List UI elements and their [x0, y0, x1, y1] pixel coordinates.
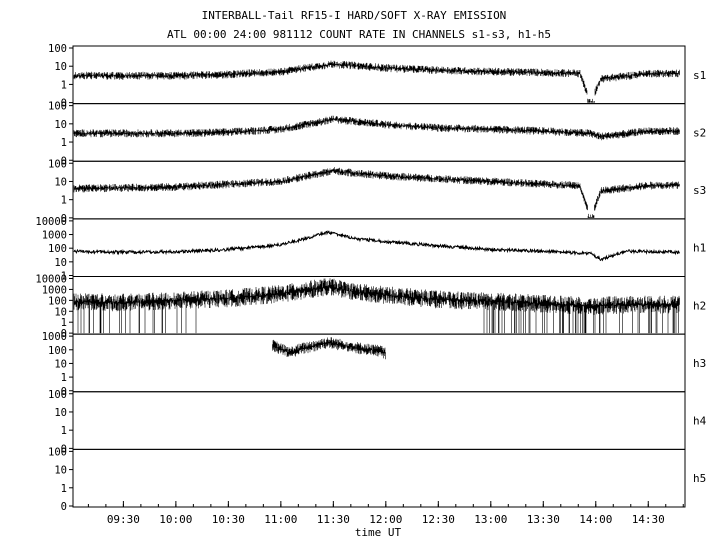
y-tick-label: 0 — [61, 386, 67, 398]
series-line-s3 — [73, 167, 680, 218]
y-tick-label: 1 — [61, 372, 67, 384]
channel-label-s3: s3 — [693, 184, 706, 197]
y-tick-label: 0 — [61, 328, 67, 340]
chart-subtitle: ATL 00:00 24:00 981112 COUNT RATE IN CHA… — [167, 28, 551, 41]
y-tick-label: 1000 — [42, 284, 67, 296]
y-tick-label: 1 — [61, 137, 67, 149]
y-tick-label: 0 — [61, 98, 67, 110]
y-tick-label: 1 — [61, 79, 67, 91]
y-tick-label: 100 — [48, 243, 67, 255]
y-tick-label: 0 — [61, 155, 67, 167]
x-tick-label: 14:00 — [579, 513, 612, 526]
x-tick-label: 10:30 — [212, 513, 245, 526]
series-line-h2 — [73, 278, 680, 334]
channel-label-s2: s2 — [693, 126, 706, 139]
y-tick-label: 0 — [61, 501, 67, 513]
y-tick-label: 0 — [61, 443, 67, 455]
panel-frame-h5 — [72, 448, 686, 508]
x-tick-label: 11:30 — [317, 513, 350, 526]
y-tick-label: 1 — [61, 425, 67, 437]
panel-s3: 0 1 10 100 s3 — [48, 158, 706, 225]
y-tick-label: 100 — [48, 345, 67, 357]
y-tick-label: 1 — [61, 195, 67, 207]
y-tick-label: 0 — [61, 213, 67, 225]
y-tick-label: 1 — [61, 483, 67, 495]
channel-label-h5: h5 — [693, 472, 706, 485]
x-axis-label: time UT — [355, 526, 402, 539]
series-line-h1 — [73, 230, 680, 262]
y-tick-label: 100 — [48, 43, 67, 55]
x-tick-label: 11:00 — [264, 513, 297, 526]
channel-label-h3: h3 — [693, 357, 706, 370]
panel-frame-h1 — [72, 218, 686, 277]
y-tick-label: 100 — [48, 389, 67, 401]
y-tick-label: 10 — [54, 61, 67, 73]
y-tick-label: 10 — [54, 358, 67, 370]
y-tick-label: 100 — [48, 295, 67, 307]
panel-s1: 0 1 10 100 s1 — [48, 43, 706, 110]
y-tick-label: 10 — [54, 306, 67, 318]
x-tick-label: 09:30 — [107, 513, 140, 526]
panel-h5: 0 1 10 100 h5 — [48, 446, 706, 513]
panel-h4: 0 1 10 100 h4 — [48, 389, 707, 456]
series-line-h3 — [272, 337, 386, 360]
channel-label-s1: s1 — [693, 69, 706, 82]
y-tick-label: 10000 — [35, 216, 67, 228]
panel-frame-h4 — [72, 391, 686, 450]
y-tick-label: 10000 — [35, 274, 67, 286]
y-tick-label: 1 — [61, 317, 67, 329]
y-tick-label: 10 — [54, 176, 67, 188]
y-tick-label: 1000 — [42, 331, 67, 343]
x-tick-label: 13:00 — [474, 513, 507, 526]
channel-label-h1: h1 — [693, 242, 706, 255]
series-line-s1 — [73, 60, 680, 103]
y-tick-label: 1000 — [42, 230, 67, 242]
series-line-s2 — [73, 115, 680, 141]
x-tick-label: 12:00 — [369, 513, 402, 526]
y-tick-label: 10 — [54, 465, 67, 477]
panel-frame-s3 — [72, 160, 686, 220]
y-tick-label: 100 — [48, 101, 67, 113]
x-tick-label: 13:30 — [527, 513, 560, 526]
chart-title: INTERBALL-Tail RF15-I HARD/SOFT X-RAY EM… — [202, 9, 507, 22]
y-tick-label: 100 — [48, 158, 67, 170]
x-tick-label: 10:00 — [159, 513, 192, 526]
y-tick-label: 10 — [54, 119, 67, 131]
channel-label-h2: h2 — [693, 299, 706, 312]
y-tick-label: 10 — [54, 257, 67, 269]
x-tick-label: 14:30 — [632, 513, 665, 526]
channel-label-h4: h4 — [693, 415, 707, 428]
y-tick-label: 10 — [54, 407, 67, 419]
y-tick-label: 100 — [48, 446, 67, 458]
y-tick-label: 1 — [61, 271, 67, 283]
panel-frame-h3 — [72, 333, 686, 393]
panel-s2: 0 1 10 100 s2 — [48, 101, 706, 168]
x-tick-label: 12:30 — [422, 513, 455, 526]
